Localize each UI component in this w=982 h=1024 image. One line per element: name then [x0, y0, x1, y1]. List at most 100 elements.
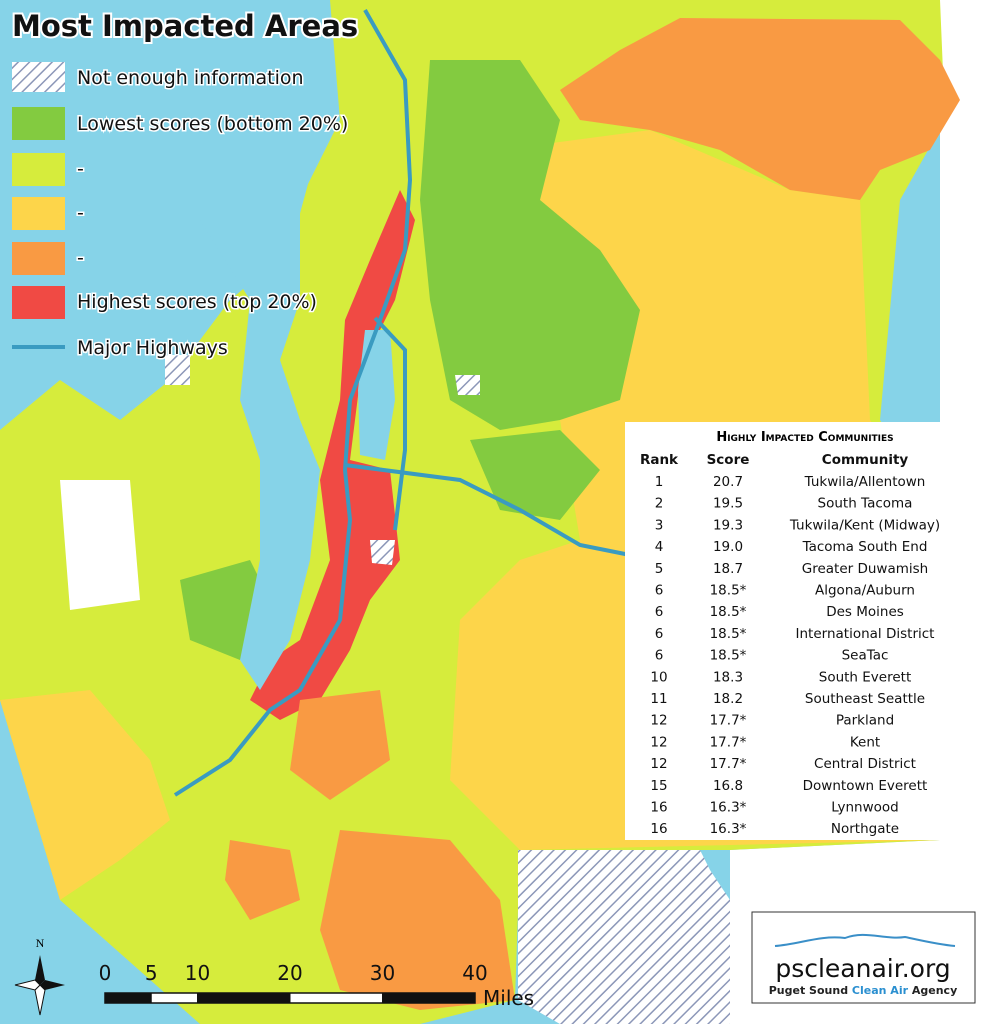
water [358, 330, 395, 460]
table-cell: 19.5 [713, 496, 743, 512]
table-cell: 6 [655, 626, 664, 642]
table-cell: 18.5* [710, 648, 747, 664]
logo-agency-part: Puget Sound [769, 984, 848, 997]
table-cell: 16.3* [710, 800, 747, 816]
highway [344, 463, 631, 557]
logo: pscleanair.org Puget Sound Clean Air Age… [751, 911, 976, 1004]
scale-segment [105, 993, 152, 1003]
table-cell: Northgate [831, 821, 899, 837]
table-header: Rank [640, 452, 679, 468]
region-red [250, 190, 415, 720]
region-orange [320, 830, 515, 1010]
legend-label: - [77, 202, 84, 224]
scale-unit: Miles [483, 986, 534, 1010]
logo-agency: Puget Sound Clean Air Agency [769, 984, 958, 997]
table-cell: South Everett [819, 669, 912, 685]
table-cell: Tukwila/Kent (Midway) [789, 517, 940, 533]
table-header: Community [822, 452, 909, 468]
legend-swatch [12, 107, 65, 140]
table-cell: 17.7* [710, 713, 747, 729]
scale-label: 10 [185, 961, 210, 985]
table-cell: Southeast Seattle [805, 691, 925, 707]
table-cell: 18.3 [713, 669, 743, 685]
table-cell: 16 [650, 821, 667, 837]
logo-agency-part: Clean Air [852, 984, 909, 997]
table-cell: 18.2 [713, 691, 743, 707]
table-cell: 5 [655, 561, 664, 577]
legend-label: Highest scores (top 20%) [77, 291, 317, 313]
table-cell: 4 [655, 539, 664, 555]
legend-label: Major Highways [77, 337, 228, 359]
outside-area [60, 480, 140, 610]
highway [173, 9, 413, 797]
table-cell: Des Moines [826, 604, 904, 620]
highway [373, 316, 407, 531]
logo-agency-part: Agency [912, 984, 957, 997]
north-label: N [36, 936, 45, 950]
table-cell: 17.7* [710, 734, 747, 750]
table-cell: 12 [650, 713, 667, 729]
table-cell: 6 [655, 604, 664, 620]
table-cell: 18.5* [710, 604, 747, 620]
scale-label: 40 [462, 961, 487, 985]
table-background [625, 422, 982, 840]
region-green [470, 430, 600, 520]
scale-segment [382, 993, 475, 1003]
table-cell: 20.7 [713, 474, 743, 490]
map-title: Most Impacted Areas [12, 9, 358, 43]
scale-label: 5 [145, 961, 158, 985]
region-orange [290, 690, 390, 800]
table-cell: Kent [850, 734, 880, 750]
table-cell: 6 [655, 648, 664, 664]
table-cell: Parkland [836, 713, 894, 729]
table-cell: Greater Duwamish [802, 561, 929, 577]
table-cell: 6 [655, 583, 664, 599]
table-cell: 11 [650, 691, 667, 707]
legend-swatch [12, 153, 65, 186]
scale-label: 20 [277, 961, 302, 985]
table-cell: 15 [650, 778, 667, 794]
table-cell: 16.3* [710, 821, 747, 837]
table-title: Highly Impacted Communities [716, 430, 893, 445]
table-cell: 3 [655, 517, 664, 533]
region-yellow [0, 690, 170, 900]
table-cell: 10 [650, 669, 667, 685]
table-cell: Algona/Auburn [815, 583, 915, 599]
legend-label: Lowest scores (bottom 20%) [77, 113, 348, 135]
table-cell: Lynnwood [831, 800, 899, 816]
table-cell: SeaTac [842, 648, 889, 664]
north-arrow: N [14, 936, 65, 1016]
scale-segment [197, 993, 290, 1003]
table-cell: Tacoma South End [802, 539, 928, 555]
scale-label: 0 [99, 961, 112, 985]
legend-swatch [12, 242, 65, 275]
table-cell: 18.5* [710, 583, 747, 599]
region-green [420, 60, 640, 430]
legend-label: - [77, 247, 84, 269]
table-cell: Central District [814, 756, 916, 772]
legend-label: - [77, 158, 84, 180]
region-orange [560, 18, 960, 200]
logo-box [751, 911, 976, 1004]
table-cell: 17.7* [710, 756, 747, 772]
no-data-area [518, 850, 730, 1024]
scale-label: 30 [370, 961, 395, 985]
logo-site: pscleanair.org [775, 954, 950, 983]
table-cell: 12 [650, 734, 667, 750]
table-cell: International District [796, 626, 935, 642]
legend-swatch [12, 197, 65, 230]
table-cell: 19.3 [713, 517, 743, 533]
no-data-area [370, 540, 395, 565]
table-cell: 18.5* [710, 626, 747, 642]
communities-table: Highly Impacted Communities Rank Score Com… [625, 422, 982, 840]
logo-mountains [774, 933, 956, 947]
table-cell: Tukwila/Allentown [804, 474, 926, 490]
legend: Not enough information Lowest scores (bo… [12, 62, 350, 361]
table-header: Score [707, 452, 750, 468]
region-orange [225, 840, 300, 920]
legend-label: Not enough information [77, 67, 304, 89]
legend-swatch [12, 62, 65, 92]
legend-swatch [12, 286, 65, 319]
